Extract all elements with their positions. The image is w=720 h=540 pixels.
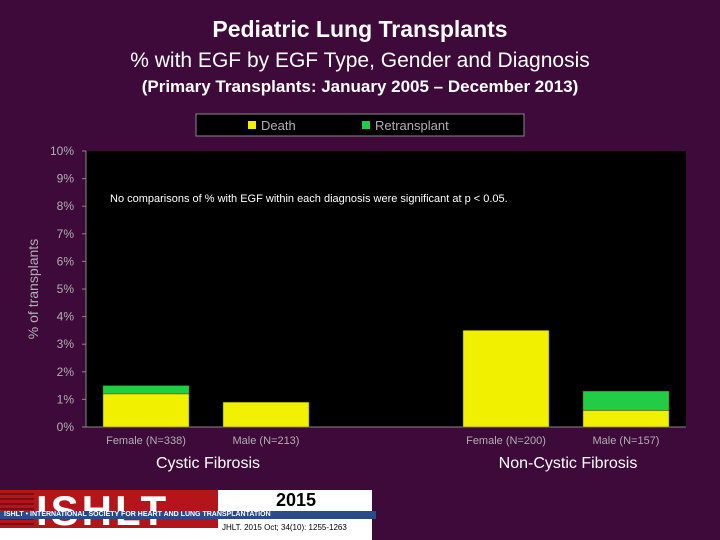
org-name: ISHLT • INTERNATIONAL SOCIETY FOR HEART …: [0, 511, 376, 519]
legend: [195, 113, 525, 137]
bar-death: [222, 401, 310, 428]
bar-death: [462, 330, 550, 428]
bar-retransplant: [102, 385, 190, 395]
y-tick-label: 7%: [57, 227, 75, 241]
x-tick-label: Female (N=200): [466, 435, 546, 447]
annotation-note: No comparisons of % with EGF within each…: [110, 193, 508, 205]
bar-death: [582, 410, 670, 428]
y-tick-label: 10%: [50, 144, 74, 158]
footer: ISHLT ISHLT • INTERNATIONAL SOCIETY FOR …: [0, 490, 376, 540]
ishlt-logo: ISHLT: [0, 490, 218, 528]
chart-subtitle: % with EGF by EGF Type, Gender and Diagn…: [130, 49, 590, 72]
group-label-cystic-fibrosis: Cystic Fibrosis: [155, 455, 260, 472]
y-tick-label: 1%: [57, 392, 75, 406]
bar-chart: 0% 1% 2% 3% 4% 5% 6% 7% 8% 9% 10% % of transplants F…: [25, 113, 686, 447]
y-tick-label: 6%: [57, 254, 75, 268]
chart-period: (Primary Transplants: January 2005 – Dec…: [141, 77, 579, 96]
y-tick-label: 5%: [57, 282, 75, 296]
legend-label-death: Death: [261, 118, 296, 133]
ishlt-logo-text: ISHLT: [36, 490, 170, 528]
legend-swatch-retransplant: [362, 121, 370, 129]
group-label-non-cystic-fibrosis: Non-Cystic Fibrosis: [498, 455, 638, 472]
y-tick-label: 9%: [57, 172, 75, 186]
y-tick-label: 4%: [57, 310, 75, 324]
x-tick-label: Female (N=338): [106, 435, 186, 447]
y-axis-label: % of transplants: [25, 239, 41, 339]
x-tick-label: Male (N=157): [593, 435, 660, 447]
legend-label-retransplant: Retransplant: [375, 118, 449, 133]
y-tick-label: 0%: [57, 420, 75, 434]
footer-year: 2015: [275, 490, 317, 510]
logo-stripes: [0, 490, 34, 528]
bar-retransplant: [582, 390, 670, 411]
annotation-box: [100, 186, 620, 210]
y-tick-label: 2%: [57, 365, 75, 379]
y-tick-label: 3%: [57, 337, 75, 351]
chart-title: Pediatric Lung Transplants: [212, 16, 508, 42]
x-tick-label: Male (N=213): [233, 435, 300, 447]
bar-death: [102, 393, 190, 428]
y-tick-label: 8%: [57, 199, 75, 213]
legend-swatch-death: [248, 121, 256, 129]
footer-citation: JHLT. 2015 Oct; 34(10): 1255-1263: [222, 523, 347, 532]
